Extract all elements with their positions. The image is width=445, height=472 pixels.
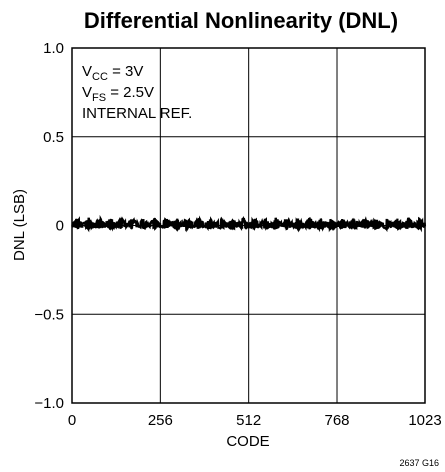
x-tick-label: 512 (236, 412, 261, 429)
figure-note: 2637 G16 (399, 458, 439, 468)
x-axis-label: CODE (226, 433, 269, 450)
y-axis-label: DNL (LSB) (11, 189, 28, 261)
x-tick-label: 768 (324, 412, 349, 429)
plot-frame (71, 47, 426, 404)
x-tick-labels: 0 256 512 768 1023 (68, 412, 442, 429)
y-tick-labels: 1.0 0.5 0 −0.5 −1.0 (34, 40, 64, 412)
x-tick-label: 0 (68, 412, 76, 429)
annotation-vfs: VFS = 2.5V (82, 84, 154, 104)
series-line-dnl (71, 214, 427, 233)
conditions-annotation: VCC = 3V VFS = 2.5V INTERNAL REF. (82, 63, 192, 122)
annotation-internal-ref: INTERNAL REF. (82, 105, 192, 122)
series-dnl (71, 214, 427, 233)
annotation-vcc: VCC = 3V (82, 63, 143, 83)
y-tick-label: 0.5 (43, 129, 64, 146)
y-tick-label: −0.5 (34, 306, 64, 323)
y-tick-label: 1.0 (43, 40, 64, 57)
x-tick-label: 256 (148, 412, 173, 429)
y-tick-label: 0 (56, 218, 64, 235)
chart-title: Differential Nonlinearity (DNL) (84, 8, 398, 33)
y-tick-label: −1.0 (34, 395, 64, 412)
x-tick-label: 1023 (408, 412, 441, 429)
